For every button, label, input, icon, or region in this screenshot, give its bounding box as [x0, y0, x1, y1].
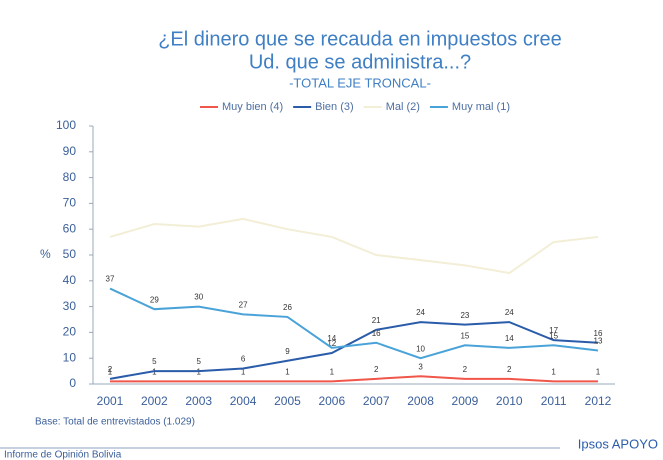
data-label: 3	[418, 362, 423, 371]
y-tick-label: 70	[63, 196, 77, 210]
x-tick-label: 2010	[496, 394, 523, 408]
data-label: 1	[596, 368, 601, 377]
data-label: 6	[241, 355, 246, 364]
data-label: 24	[505, 308, 514, 317]
data-label: 16	[372, 329, 381, 338]
data-label: 2	[374, 365, 379, 374]
data-label: 9	[285, 347, 290, 356]
y-tick-label: 90	[63, 144, 77, 158]
data-label: 37	[106, 275, 115, 284]
base-note: Base: Total de entrevistados (1.029)	[35, 417, 195, 428]
data-label: 5	[152, 357, 157, 366]
legend-label: Muy bien (4)	[222, 101, 283, 113]
data-label: 1	[108, 368, 113, 377]
data-label: 26	[283, 303, 292, 312]
x-tick-label: 2002	[141, 394, 168, 408]
y-tick-label: 80	[63, 170, 77, 184]
data-label: 1	[241, 368, 246, 377]
x-tick-label: 2001	[97, 394, 124, 408]
x-tick-label: 2003	[185, 394, 212, 408]
data-label: 14	[327, 334, 336, 343]
x-tick-label: 2009	[452, 394, 479, 408]
x-tick-label: 2008	[407, 394, 434, 408]
chart-title: ¿El dinero que se recauda en impuestos c…	[158, 28, 562, 50]
data-label: 10	[416, 344, 425, 353]
footer-right: Ipsos APOYO	[578, 436, 658, 451]
x-tick-label: 2005	[274, 394, 301, 408]
chart-subtitle: -TOTAL EJE TRONCAL-	[289, 75, 431, 90]
chart-title: Ud. que se administra...?	[249, 51, 471, 73]
y-tick-label: 50	[63, 247, 77, 261]
footer-left: Informe de Opinión Bolivia	[4, 450, 122, 460]
data-label: 24	[416, 308, 425, 317]
data-label: 5	[197, 357, 202, 366]
y-tick-label: 10	[63, 350, 77, 364]
y-tick-label: 60	[63, 221, 77, 235]
y-axis-label: %	[40, 247, 51, 261]
data-label: 15	[549, 331, 558, 340]
y-tick-label: 40	[63, 273, 77, 287]
series-line	[109, 321, 599, 380]
data-label: 21	[372, 316, 381, 325]
series-line	[110, 375, 598, 383]
data-label: 29	[150, 295, 159, 304]
data-label: 12	[327, 339, 336, 348]
y-tick-label: 20	[63, 325, 77, 339]
data-label: 2	[108, 365, 113, 374]
x-tick-label: 2006	[318, 394, 345, 408]
data-label: 27	[239, 300, 248, 309]
data-label: 16	[594, 329, 603, 338]
data-label: 14	[505, 334, 514, 343]
legend-label: Bien (3)	[315, 101, 354, 113]
data-label: 30	[194, 293, 203, 302]
x-tick-label: 2004	[230, 394, 257, 408]
y-tick-label: 100	[56, 118, 76, 132]
data-label: 13	[594, 337, 603, 346]
series-line	[109, 217, 599, 275]
legend-label: Mal (2)	[386, 101, 420, 113]
series-line	[109, 287, 599, 360]
data-label: 15	[460, 331, 469, 340]
y-tick-label: 30	[63, 299, 77, 313]
data-label: 23	[460, 311, 469, 320]
data-label: 2	[507, 365, 512, 374]
data-label: 17	[549, 326, 558, 335]
x-tick-label: 2012	[585, 394, 612, 408]
data-label: 1	[285, 368, 290, 377]
y-tick-label: 0	[69, 376, 76, 390]
data-label: 1	[330, 368, 335, 377]
x-tick-label: 2007	[363, 394, 390, 408]
data-label: 2	[463, 365, 468, 374]
legend-label: Muy mal (1)	[452, 101, 510, 113]
data-label: 1	[551, 368, 556, 377]
x-tick-label: 2011	[541, 394, 567, 408]
